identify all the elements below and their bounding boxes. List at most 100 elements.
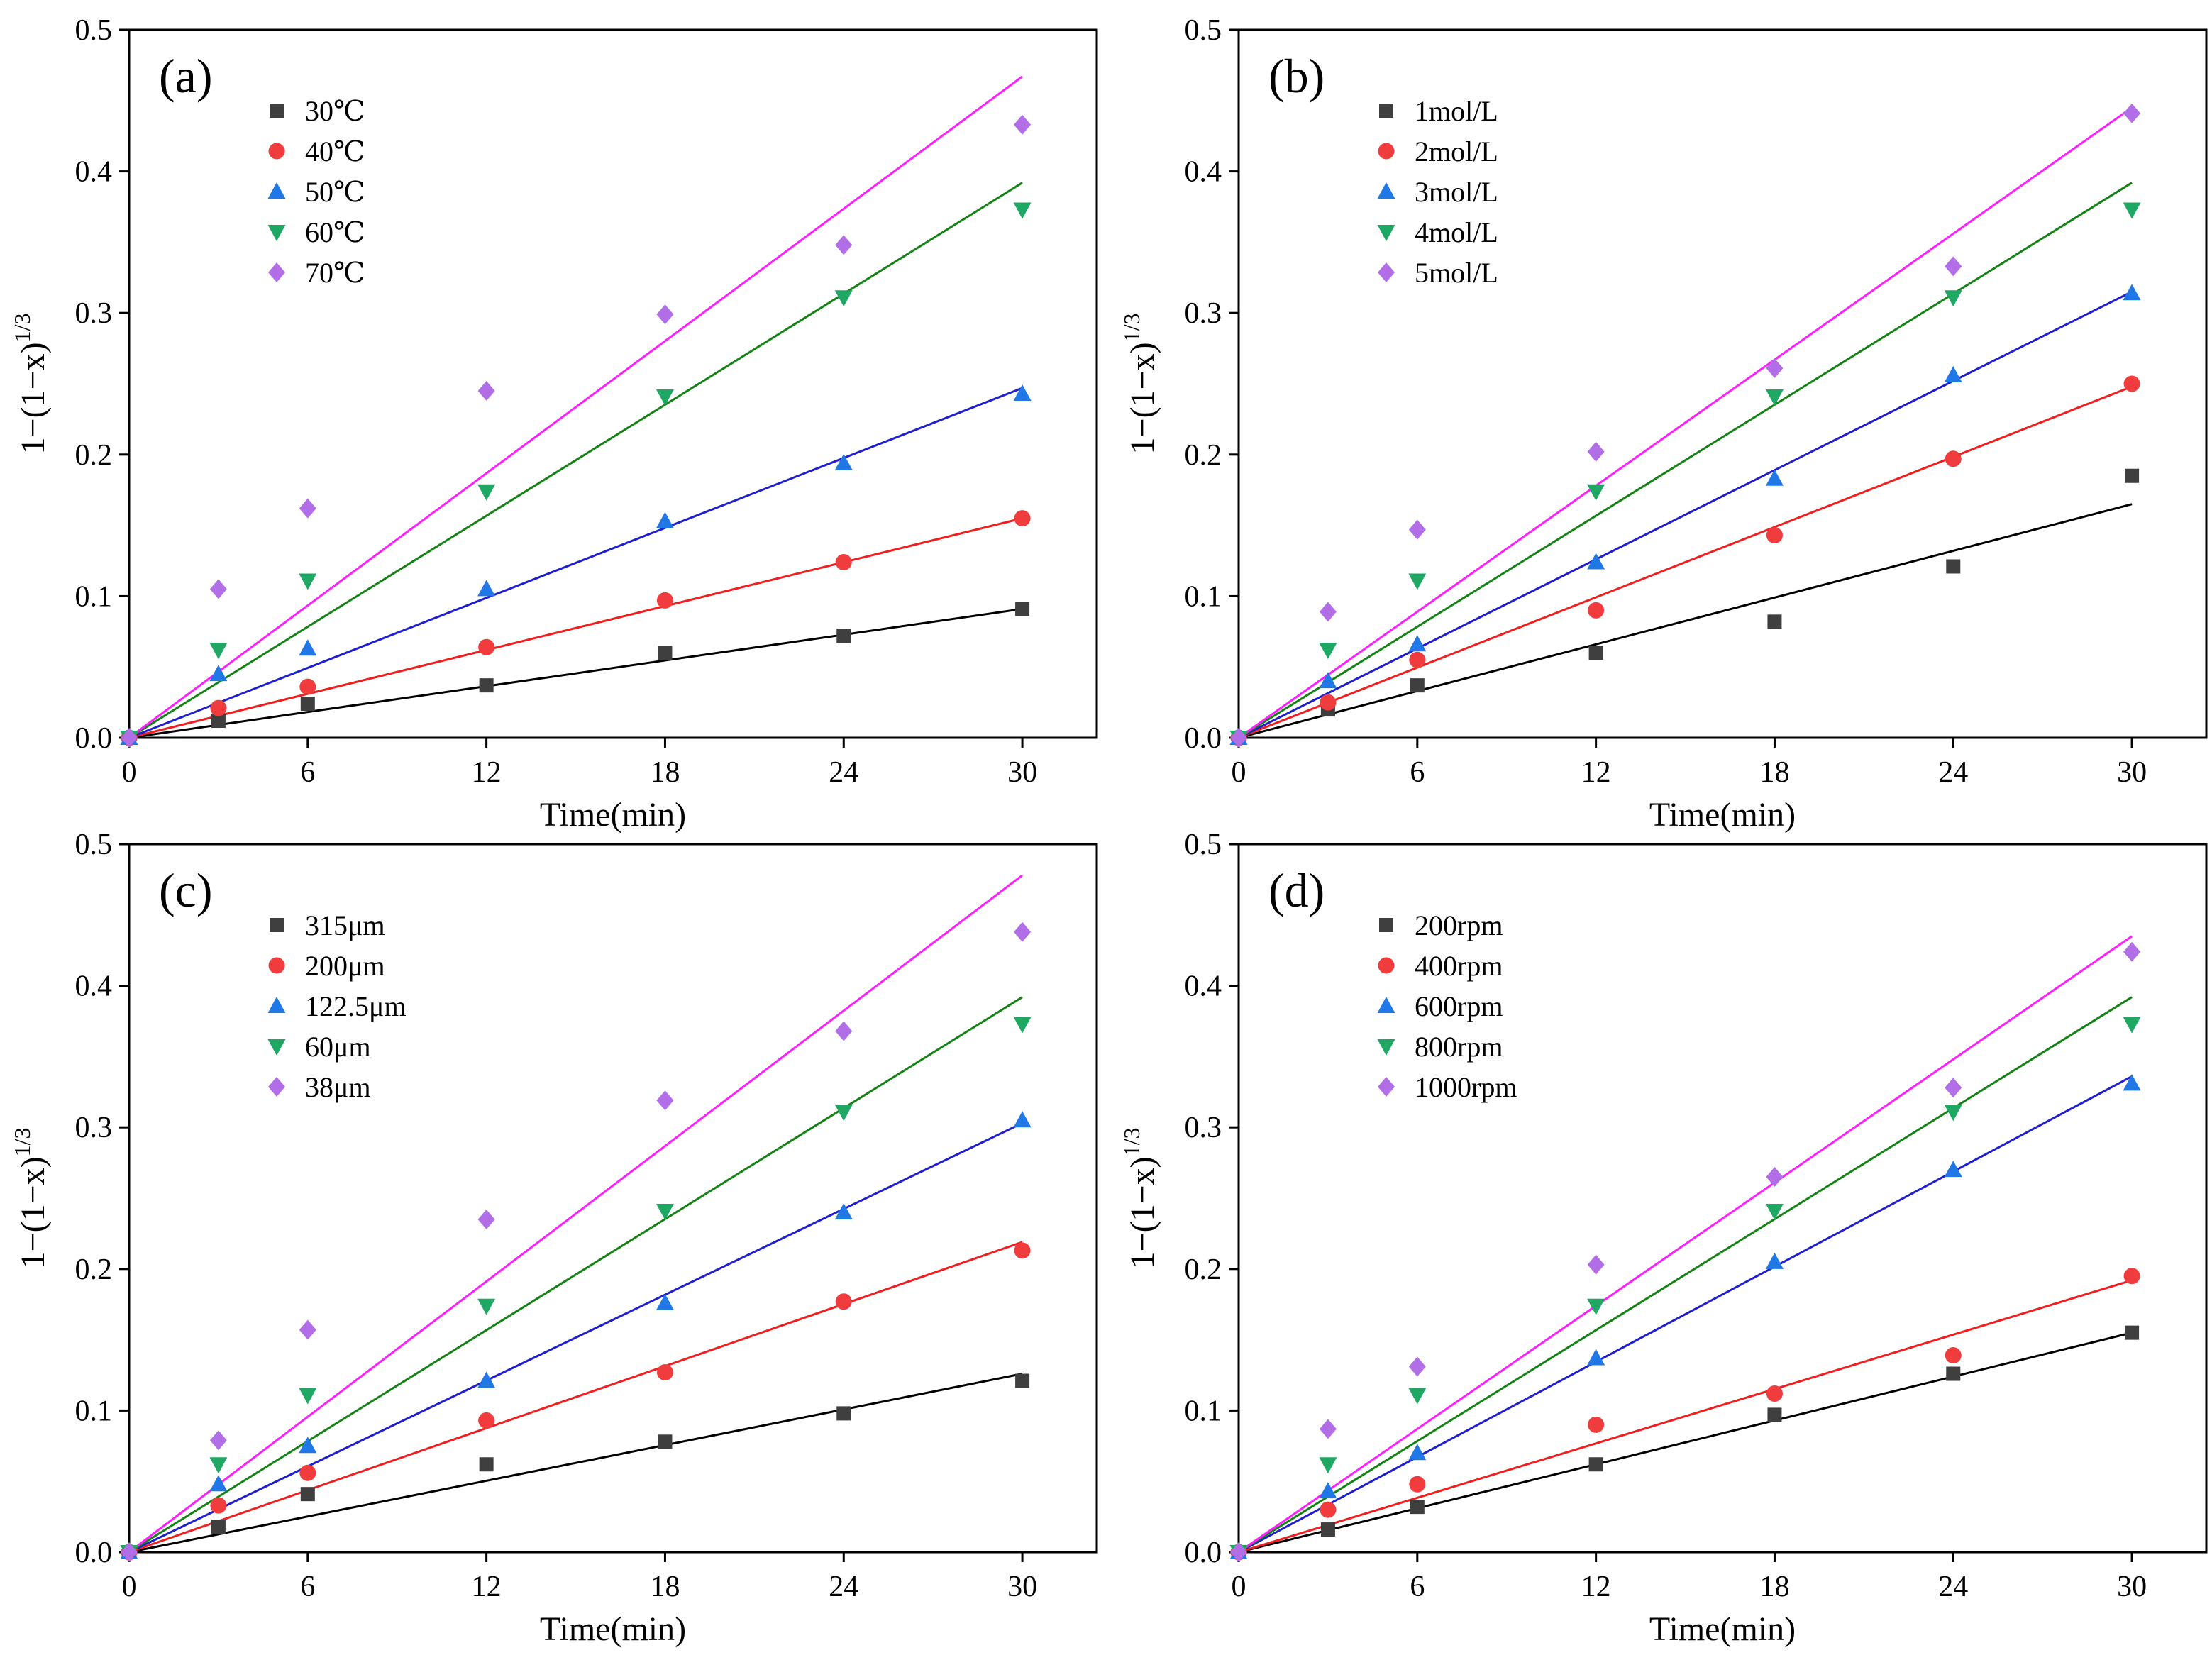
data-point [299,639,317,656]
series [120,202,1032,747]
data-point [2125,1325,2140,1340]
data-point [1319,1419,1337,1439]
data-point [1765,1252,1784,1269]
data-point [1587,484,1605,501]
data-point [1767,1407,1782,1422]
data-point [2123,1074,2141,1091]
y-tick-label: 0.2 [1185,1253,1222,1286]
y-tick-label: 0.3 [1185,1112,1222,1144]
x-tick-label: 0 [1232,1571,1246,1603]
data-point [477,380,495,401]
data-point [1765,469,1784,486]
legend-marker [268,957,285,974]
data-point [1944,1161,1962,1178]
x-tick-label: 12 [472,1571,502,1603]
x-tick-label: 18 [650,1571,680,1603]
series [1229,284,2141,745]
y-tick-label: 0.3 [75,1112,113,1144]
legend-label: 60μm [305,1031,371,1063]
y-tick-label: 0.2 [75,1253,113,1286]
legend-marker [267,997,286,1013]
data-point [299,1464,316,1481]
y-tick-label: 0.2 [75,439,113,472]
legend-label: 4mol/L [1415,216,1498,248]
fit-line [128,874,1023,1554]
data-point [1944,290,1962,307]
data-point [209,579,227,599]
data-point [834,290,853,307]
data-point [1766,358,1784,379]
data-point [1013,202,1032,219]
x-tick-label: 0 [122,1571,137,1603]
series [120,1111,1032,1559]
data-point [300,697,315,712]
y-tick-label: 0.3 [75,297,113,330]
fit-line [1238,935,2133,1554]
data-point [1588,646,1603,660]
fit-line [1238,182,2133,739]
y-axis-title: 1−(1−x)1/3 [1119,1128,1161,1269]
series [1230,941,2141,1562]
fit-line [128,996,1023,1554]
data-point [1015,602,1030,616]
series [121,114,1032,748]
chart-panel-3: 0 6 12 18 24 30 0.0 0.1 0.2 0.3 0.4 0.5 Time(min) 1−(… [9,829,1098,1648]
data-point [2123,103,2141,123]
data-point [1014,510,1031,527]
data-point [1014,921,1032,942]
data-point [299,1319,316,1340]
fit-line [1238,503,2133,739]
data-point [656,592,673,609]
data-point [1587,441,1605,462]
series [122,1373,1030,1559]
data-point [658,1434,673,1449]
data-point [1409,1476,1426,1493]
data-point [1409,651,1426,668]
data-point [1588,1416,1605,1433]
data-point [300,1487,315,1502]
data-point [1320,1501,1337,1518]
legend-marker [1378,262,1395,282]
y-tick-label: 0.4 [75,156,113,189]
series [121,921,1032,1562]
data-point [1319,1482,1337,1499]
data-point [299,498,316,519]
data-point [2123,1017,2141,1034]
data-point [1408,635,1427,652]
data-point [1320,1522,1335,1537]
x-tick-label: 18 [650,756,680,789]
data-point [210,699,227,716]
legend-label: 315μm [305,909,385,941]
fit-line [128,607,1023,739]
data-point [2123,1268,2140,1285]
legend-label: 800rpm [1415,1031,1503,1063]
data-point [210,1497,227,1514]
legend-marker [268,143,285,160]
legend-marker [1378,957,1395,974]
data-point [1410,1500,1425,1515]
data-point [1013,384,1032,401]
legend-label: 70℃ [305,257,365,289]
x-tick-label: 24 [829,1571,858,1603]
x-axis-title: Time(min) [540,1610,686,1648]
data-point [299,573,317,590]
legend: 315μm 200μm 122.5μm 60μm 38μm [267,909,407,1103]
fit-line [128,1241,1023,1554]
data-point [1408,1388,1427,1405]
plot-frame [128,843,1098,1554]
data-point [656,511,674,528]
fit-line [1238,1279,2133,1554]
data-point [1410,678,1425,693]
legend-marker [1379,104,1393,118]
x-tick-label: 18 [1759,756,1789,789]
data-point [1408,519,1426,540]
data-point [656,1293,674,1310]
data-point [835,235,853,255]
x-tick-label: 30 [1007,756,1037,789]
fit-line [128,1373,1023,1554]
data-point [1013,1111,1032,1128]
x-tick-label: 6 [300,756,315,789]
panel-label: (b) [1268,49,1325,103]
legend: 30℃ 40℃ 50℃ 60℃ 70℃ [267,95,365,289]
data-point [834,1202,853,1219]
